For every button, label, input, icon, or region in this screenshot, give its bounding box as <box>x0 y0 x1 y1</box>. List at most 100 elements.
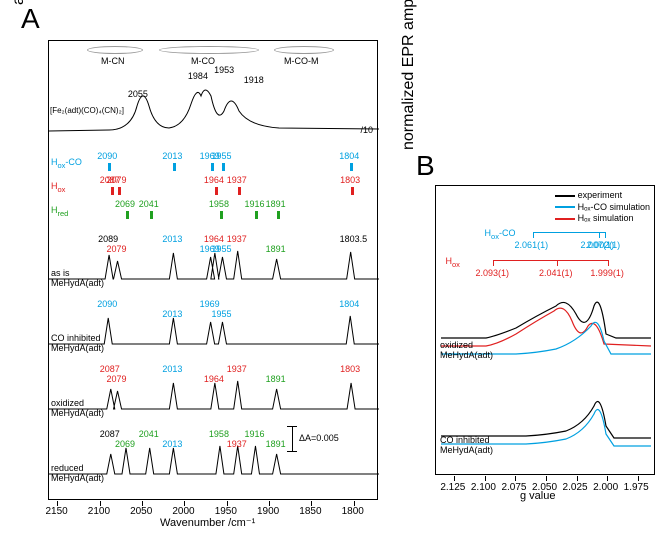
peak-2-1964: 1964 <box>204 374 224 384</box>
top-peak-1918: 1918 <box>244 75 264 85</box>
xtick-a-1800: 1800 <box>342 506 364 517</box>
peak-3-2087: 2087 <box>100 429 120 439</box>
peak-3-2013: 2013 <box>162 439 182 449</box>
g-val-2.002(1): 2.002(1) <box>587 240 621 250</box>
assign-peak-hred-1958: 1958 <box>209 199 229 209</box>
assign-marker-hred-1958 <box>220 211 223 219</box>
g-val-2.093(1): 2.093(1) <box>475 268 509 278</box>
region-mcn: M-CN <box>101 56 125 66</box>
legend-b: experimentHₒₓ-CO simulationHₒₓ simulatio… <box>555 190 650 225</box>
region-oval-mco <box>159 46 259 54</box>
assign-peak-hox_co-2090: 2090 <box>97 151 117 161</box>
peak-2-1891: 1891 <box>266 374 286 384</box>
peak-0-1803.5: 1803.5 <box>340 234 368 244</box>
g-val-2.061(1): 2.061(1) <box>515 240 549 250</box>
region-oval-mcn <box>87 46 143 54</box>
plot-area-b: experimentHₒₓ-CO simulationHₒₓ simulatio… <box>435 185 655 475</box>
y-axis-label-a: absorbance <box>10 0 28 5</box>
peak-2-1803: 1803 <box>340 364 360 374</box>
assign-peak-hox-1937: 1937 <box>227 175 247 185</box>
assign-label-hred: Hred <box>51 205 68 218</box>
legend-Hₒₓ-CO-simulation: Hₒₓ-CO simulation <box>555 202 650 214</box>
assign-peak-hred-2041: 2041 <box>139 199 159 209</box>
x-axis-label-a: Wavenumber /cm⁻¹ <box>160 516 255 529</box>
assign-marker-hox_co-1969 <box>211 163 214 171</box>
div10: /10 <box>360 125 373 135</box>
top-peak-1953: 1953 <box>214 65 234 75</box>
assign-peak-hred-1891: 1891 <box>266 199 286 209</box>
xtick-a-2050: 2050 <box>130 506 152 517</box>
trace-label-3: reducedMeHydA(adt) <box>51 464 104 484</box>
y-axis-label-b: normalized EPR amplitude <box>400 0 418 150</box>
top-trace-label: [Fe₂(adt)(CO)₄(CN)₂] <box>50 107 124 116</box>
x-axis-label-b: g value <box>520 490 555 502</box>
region-mco: M-CO <box>191 56 215 66</box>
trace-label-1: CO inhibitedMeHydA(adt) <box>51 334 104 354</box>
assign-marker-hox-2087 <box>111 187 114 195</box>
assign-marker-hred-1916 <box>255 211 258 219</box>
xtick-b-2.125: 2.125 <box>440 482 465 493</box>
assign-marker-hred-1891 <box>277 211 280 219</box>
assign-marker-hox_co-2013 <box>173 163 176 171</box>
xtick-b-2: 2.000 <box>593 482 618 493</box>
trace-b-0: oxidizedMeHydA(adt) <box>440 341 493 361</box>
g-label-Hₒₓ-CO: Hox-CO <box>485 228 516 241</box>
xtick-a-2150: 2150 <box>45 506 67 517</box>
peak-0-1891: 1891 <box>266 244 286 254</box>
peak-1-2013: 2013 <box>162 309 182 319</box>
xtick-a-2100: 2100 <box>88 506 110 517</box>
scale-bar-label: ΔA=0.005 <box>299 433 339 443</box>
assign-peak-hox-1964: 1964 <box>204 175 224 185</box>
peak-0-1937: 1937 <box>227 234 247 244</box>
peak-0-2013: 2013 <box>162 234 182 244</box>
assign-peak-hox_co-2013: 2013 <box>162 151 182 161</box>
panel-a: A M-CN M-CO M-CO-M [Fe₂(adt)(CO)₄(CN)₂] … <box>10 5 385 531</box>
peak-0-1964: 1964 <box>204 234 224 244</box>
assign-marker-hox-1937 <box>238 187 241 195</box>
assign-peak-hox_co-1955: 1955 <box>211 151 231 161</box>
peak-0-2089: 2089 <box>98 234 118 244</box>
peak-2-2013: 2013 <box>162 364 182 374</box>
peak-2-1937: 1937 <box>227 364 247 374</box>
xtick-b-2.1: 2.100 <box>471 482 496 493</box>
peak-3-1958: 1958 <box>209 429 229 439</box>
region-oval-mcom <box>274 46 334 54</box>
scale-bar-line <box>292 426 293 451</box>
peak-3-2069: 2069 <box>115 439 135 449</box>
peak-1-2090: 2090 <box>97 299 117 309</box>
assign-marker-hred-2069 <box>126 211 129 219</box>
assign-marker-hred-2041 <box>150 211 153 219</box>
panel-b-label: B <box>416 150 435 182</box>
g-label-Hₒₓ: Hox <box>445 256 459 269</box>
g-markers: Hox-CO2.061(1)2.007(1)2.002(1)Hox2.093(1… <box>436 224 656 284</box>
xtick-a-1900: 1900 <box>257 506 279 517</box>
assign-peak-hox-1803: 1803 <box>340 175 360 185</box>
assign-peak-hred-1916: 1916 <box>244 199 264 209</box>
assignment-area: Hox-CO20902013196919551804Hox20872079196… <box>49 151 379 221</box>
top-peak-1984: 1984 <box>188 71 208 81</box>
assign-marker-hox_co-2090 <box>108 163 111 171</box>
assign-peak-hred-2069: 2069 <box>115 199 135 209</box>
trace-label-2: oxidizedMeHydA(adt) <box>51 399 104 419</box>
assign-label-hox_co: Hox-CO <box>51 157 82 170</box>
panel-b: B experimentHₒₓ-CO simulationHₒₓ simulat… <box>400 150 660 510</box>
trace-b-1: CO inhibitedMeHydA(adt) <box>440 436 493 456</box>
peak-0-2079: 2079 <box>107 244 127 254</box>
assign-marker-hox-2079 <box>118 187 121 195</box>
assign-marker-hox_co-1955 <box>222 163 225 171</box>
legend-experiment: experiment <box>555 190 650 202</box>
traces-area: as isMeHydA(adt)208920792013196919641955… <box>49 226 379 486</box>
peak-3-1916: 1916 <box>244 429 264 439</box>
peak-2-2079: 2079 <box>107 374 127 384</box>
assign-marker-hox_co-1804 <box>350 163 353 171</box>
g-val-1.999(1): 1.999(1) <box>590 268 624 278</box>
peak-1-1955: 1955 <box>211 309 231 319</box>
peak-1-1969: 1969 <box>200 299 220 309</box>
peak-1-1804: 1804 <box>339 299 359 309</box>
trace-label-0: as isMeHydA(adt) <box>51 269 104 289</box>
top-peak-2055: 2055 <box>128 89 148 99</box>
assign-peak-hox-2079: 2079 <box>107 175 127 185</box>
peak-2-2087: 2087 <box>100 364 120 374</box>
region-mcom: M-CO-M <box>284 56 319 66</box>
plot-area-a: M-CN M-CO M-CO-M [Fe₂(adt)(CO)₄(CN)₂] 20… <box>48 40 378 500</box>
